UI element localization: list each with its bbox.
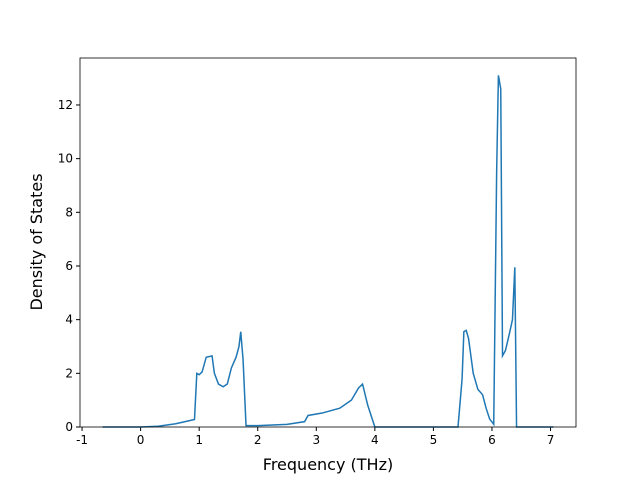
y-tick-label: 6 — [65, 259, 73, 273]
x-tick-label: -1 — [76, 433, 88, 447]
x-tick-label: 1 — [195, 433, 203, 447]
y-tick-label: 12 — [58, 98, 73, 112]
y-axis-label: Density of States — [27, 173, 46, 310]
x-tick-label: 4 — [371, 433, 379, 447]
x-tick-label: 0 — [137, 433, 145, 447]
y-tick-label: 0 — [65, 420, 73, 434]
x-tick-label: 3 — [312, 433, 320, 447]
data-line — [102, 75, 554, 428]
x-tick-label: 2 — [254, 433, 262, 447]
y-tick-label: 2 — [65, 366, 73, 380]
y-tick-label: 4 — [65, 313, 73, 327]
plot-frame — [79, 57, 577, 428]
x-tick-label: 5 — [430, 433, 438, 447]
x-tick-label: 7 — [547, 433, 555, 447]
x-tick-label: 6 — [488, 433, 496, 447]
y-tick-label: 8 — [65, 205, 73, 219]
x-axis-label: Frequency (THz) — [263, 455, 393, 474]
y-tick-label: 10 — [58, 152, 73, 166]
